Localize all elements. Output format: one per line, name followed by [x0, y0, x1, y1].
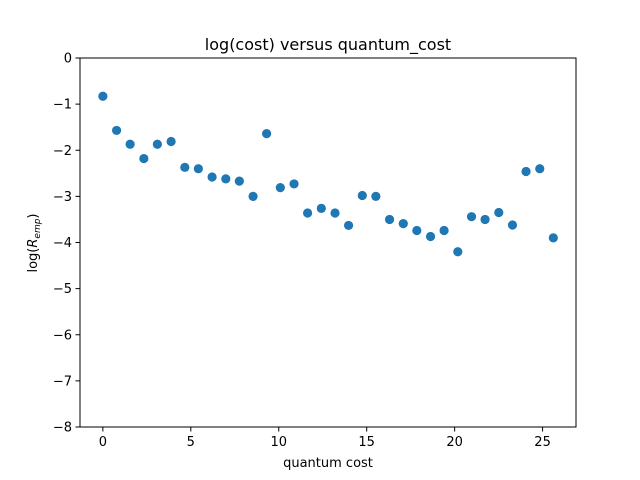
y-tick-label: −3 — [53, 190, 72, 205]
data-point — [453, 247, 463, 257]
x-tick-label: 25 — [534, 435, 551, 450]
data-point — [248, 191, 258, 201]
y-tick-label: 0 — [64, 52, 72, 67]
y-axis-label-prefix: log( — [26, 248, 41, 273]
y-axis-label: log(Remp) — [26, 213, 43, 272]
data-point — [316, 203, 326, 213]
data-point — [193, 164, 203, 174]
data-point — [521, 166, 531, 177]
x-axis-label: quantum cost — [283, 456, 373, 471]
data-point — [412, 225, 422, 236]
data-point — [111, 125, 122, 136]
y-tick-label: −7 — [53, 374, 72, 389]
chart-title: log(cost) versus quantum_cost — [205, 35, 451, 55]
data-point — [98, 91, 108, 101]
x-axis-ticks: 0 5 10 15 20 25 — [99, 427, 551, 450]
data-point — [507, 220, 518, 230]
data-point — [234, 176, 244, 186]
data-point — [357, 190, 367, 201]
y-tick-label: −8 — [53, 421, 72, 436]
data-point — [548, 233, 558, 243]
data-point — [302, 208, 313, 218]
data-point — [207, 172, 217, 182]
data-point — [139, 153, 149, 164]
data-point — [262, 129, 272, 139]
y-tick-label: −4 — [53, 236, 72, 251]
data-point — [384, 214, 395, 225]
data-point — [275, 183, 285, 193]
plot-frame — [79, 57, 577, 428]
data-point — [535, 164, 545, 174]
y-tick-label: −6 — [53, 328, 72, 343]
y-tick-label: −5 — [53, 282, 72, 297]
plot-area — [80, 58, 576, 427]
data-point — [330, 208, 340, 218]
data-point — [480, 214, 490, 225]
y-axis-label-symbol: R — [26, 239, 41, 248]
x-tick-label: 0 — [99, 435, 107, 450]
data-point — [289, 179, 299, 189]
data-point — [343, 220, 354, 231]
data-points — [98, 91, 558, 257]
y-tick-label: −1 — [53, 98, 72, 113]
y-axis-label-subscript: emp — [33, 218, 43, 238]
x-tick-label: 15 — [358, 435, 375, 450]
x-tick-label: 10 — [270, 435, 287, 450]
data-point — [180, 162, 190, 172]
data-point — [398, 218, 408, 229]
data-point — [221, 174, 231, 184]
y-axis-ticks: 0 −1 −2 −3 −4 −5 −6 −7 −8 — [53, 52, 80, 436]
data-point — [425, 231, 436, 242]
x-tick-label: 5 — [187, 435, 195, 450]
data-point — [439, 225, 449, 236]
y-axis-label-suffix: ) — [26, 213, 41, 218]
data-point — [466, 212, 477, 222]
data-point — [494, 207, 504, 218]
data-point — [125, 139, 135, 149]
x-tick-label: 20 — [446, 435, 463, 450]
y-tick-label: −2 — [53, 144, 72, 159]
data-point — [166, 136, 176, 147]
data-point — [371, 191, 381, 201]
data-point — [152, 139, 162, 149]
